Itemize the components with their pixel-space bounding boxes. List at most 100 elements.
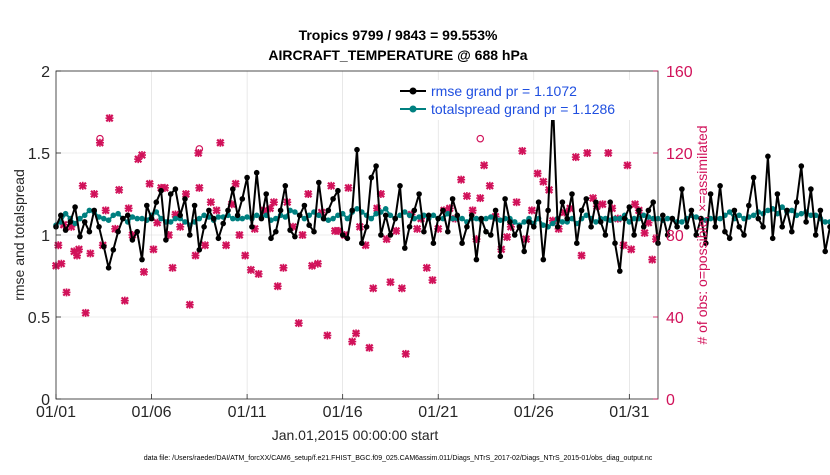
- spread-point: [253, 212, 260, 219]
- rmse-point: [411, 207, 418, 214]
- spread-point: [679, 219, 685, 225]
- rmse-point: [731, 207, 738, 214]
- rmse-point: [478, 215, 485, 222]
- obs-markers: [52, 114, 661, 358]
- obs-assimilated-point: [397, 284, 406, 293]
- rmse-point: [421, 228, 427, 235]
- rmse-point: [72, 204, 78, 210]
- rmse-point: [220, 220, 226, 227]
- x-tick-label: 01/11: [228, 404, 267, 421]
- obs-assimilated-point: [124, 204, 133, 213]
- obs-assimilated-point: [273, 282, 282, 291]
- rmse-point: [139, 256, 145, 263]
- spread-point: [808, 212, 814, 219]
- rmse-point: [177, 212, 183, 219]
- rmse-point: [311, 228, 317, 235]
- spread-point: [368, 215, 375, 222]
- spread-point: [550, 220, 556, 227]
- rmse-point: [373, 163, 379, 169]
- rmse-point: [425, 212, 432, 219]
- rmse-point: [330, 196, 336, 202]
- obs-assimilated-point: [323, 331, 332, 340]
- footer-data-file: data file: /Users/raeder/DAI/ATM_forcXX/…: [144, 455, 653, 462]
- obs-assimilated-point: [269, 198, 278, 207]
- rmse-point: [258, 215, 265, 222]
- x-tick-label: 01/06: [132, 404, 172, 421]
- legend-rmse-marker: [409, 87, 417, 95]
- rmse-point: [789, 228, 795, 235]
- spread-point: [139, 215, 145, 222]
- rmse-point: [664, 232, 671, 238]
- rmse-point: [292, 233, 298, 240]
- rmse-point: [316, 179, 322, 186]
- rmse-point: [449, 196, 456, 202]
- obs-assimilated-point: [422, 263, 431, 272]
- rmse-point: [392, 215, 399, 222]
- rmse-point: [765, 153, 771, 160]
- rmse-point: [483, 228, 489, 235]
- rmse-point: [91, 207, 97, 214]
- spread-point: [822, 219, 828, 225]
- rmse-point: [129, 237, 136, 243]
- rmse-point: [182, 196, 188, 202]
- spread-point: [617, 215, 623, 222]
- rmse-point: [397, 183, 403, 189]
- obs-assimilated-point: [598, 200, 607, 209]
- rmse-point: [593, 199, 599, 205]
- rmse-point: [454, 212, 461, 219]
- spread-point: [239, 215, 246, 222]
- rmse-point: [779, 224, 785, 230]
- x-tick-label: 01/26: [514, 404, 554, 421]
- spread-point: [273, 215, 279, 222]
- spread-point: [201, 212, 207, 219]
- spread-point: [449, 215, 456, 222]
- obs-assimilated-point: [139, 267, 148, 276]
- obs-assimilated-point: [54, 241, 63, 250]
- rmse-point: [755, 215, 762, 222]
- spread-point: [387, 212, 394, 219]
- rmse-point: [273, 228, 279, 235]
- obs-assimilated-point: [222, 241, 231, 250]
- rmse-point: [645, 207, 652, 214]
- axes: 0 0.5 1 1.5 2 0 40 80 120 160 01/01 01/06 01/11 01/16…: [28, 64, 693, 421]
- spread-point: [511, 219, 518, 225]
- spread-point: [167, 219, 174, 225]
- y-axis-right-label: # of obs: o=possible; ×=assimilated: [694, 125, 710, 344]
- obs-assimilated-point: [194, 149, 203, 157]
- obs-assimilated-point: [195, 183, 204, 192]
- spread-point: [335, 212, 341, 219]
- obs-assimilated-point: [78, 181, 87, 190]
- obs-assimilated-point: [86, 249, 95, 258]
- y-left-tick-label: 0: [41, 392, 50, 409]
- obs-assimilated-point: [365, 343, 374, 352]
- x-tick-label: 01/01: [36, 404, 76, 421]
- rmse-point: [621, 215, 628, 222]
- rmse-point: [62, 227, 69, 233]
- rmse-point: [86, 228, 93, 235]
- obs-assimilated-point: [648, 255, 657, 264]
- spread-point: [750, 212, 757, 219]
- spread-point: [540, 222, 547, 228]
- obs-assimilated-point: [62, 288, 71, 297]
- obs-assimilated-point: [168, 263, 177, 272]
- rmse-point: [812, 232, 819, 238]
- spread-point: [406, 212, 413, 219]
- rmse-point: [822, 248, 828, 255]
- rmse-point: [746, 202, 752, 209]
- rmse-point: [669, 215, 676, 222]
- spread-point: [798, 210, 805, 217]
- obs-assimilated-point: [279, 263, 288, 272]
- spread-point: [612, 215, 618, 222]
- obs-assimilated-point: [577, 251, 586, 260]
- obs-assimilated-point: [348, 337, 357, 346]
- rmse-point: [803, 219, 809, 225]
- rmse-point: [249, 224, 255, 230]
- rmse-point: [201, 224, 207, 230]
- rmse-point: [124, 212, 131, 219]
- rmse-point: [77, 233, 83, 240]
- rmse-point: [617, 268, 623, 274]
- rmse-point: [81, 219, 88, 225]
- rmse-point: [521, 248, 527, 255]
- rmse-point: [406, 224, 413, 230]
